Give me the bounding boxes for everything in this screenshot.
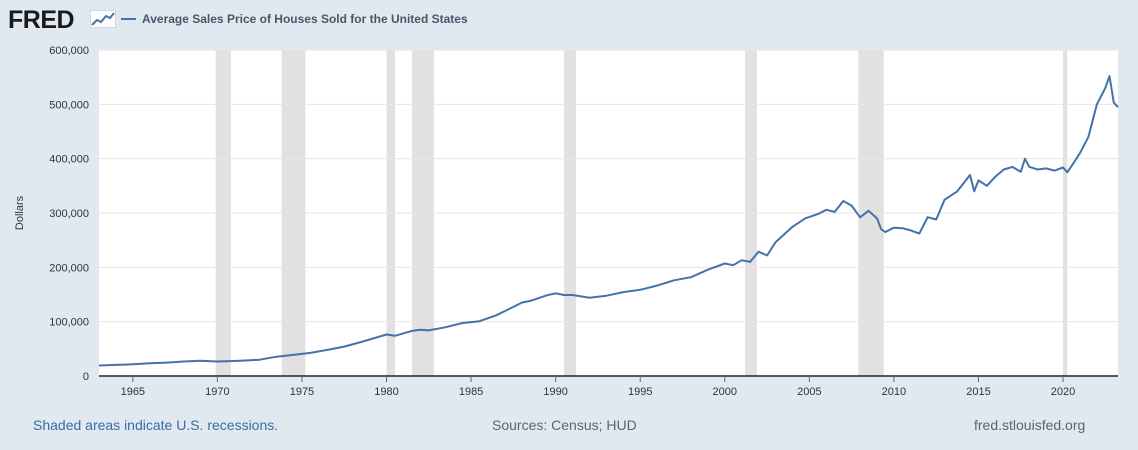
x-tick-label: 1975 <box>290 386 314 398</box>
fred-graph-icon <box>90 10 116 28</box>
y-tick-label: 300,000 <box>49 208 89 220</box>
fred-logo[interactable]: FRED <box>8 6 75 34</box>
x-tick-label: 2010 <box>882 386 906 398</box>
series-line[interactable] <box>98 75 1119 367</box>
legend-line-swatch <box>121 18 136 20</box>
y-tick-label: 500,000 <box>49 99 89 111</box>
x-tick-label: 1985 <box>459 386 483 398</box>
series-layer <box>98 75 1119 367</box>
y-tick-label: 0 <box>83 371 89 383</box>
x-tick-label: 2015 <box>966 386 990 398</box>
x-tick-label: 1970 <box>205 386 229 398</box>
y-tick-label: 400,000 <box>49 154 89 166</box>
legend-series-label: Average Sales Price of Houses Sold for t… <box>142 12 468 26</box>
y-tick-label: 200,000 <box>49 262 89 274</box>
x-tick-label: 2005 <box>797 386 821 398</box>
x-tick-label: 1990 <box>543 386 567 398</box>
x-tick-label: 1980 <box>374 386 398 398</box>
x-tick-label: 1995 <box>628 386 652 398</box>
y-tick-label: 600,000 <box>49 45 89 57</box>
x-tick-label: 2000 <box>713 386 737 398</box>
x-tick-label: 2020 <box>1051 386 1075 398</box>
recessions-note-link[interactable]: Shaded areas indicate U.S. recessions. <box>33 417 279 433</box>
y-tick-label: 100,000 <box>49 317 89 329</box>
gridlines <box>99 49 1118 323</box>
sources-text: Sources: Census; HUD <box>492 417 637 433</box>
site-url-text[interactable]: fred.stlouisfed.org <box>974 417 1086 433</box>
y-axis-label: Dollars <box>14 195 26 230</box>
axes: 0 100,000 200,000 300,000 400,000 500,000 600,… <box>49 45 1118 398</box>
chart-legend: Average Sales Price of Houses Sold for t… <box>121 12 468 26</box>
x-tick-label: 1965 <box>121 386 145 398</box>
